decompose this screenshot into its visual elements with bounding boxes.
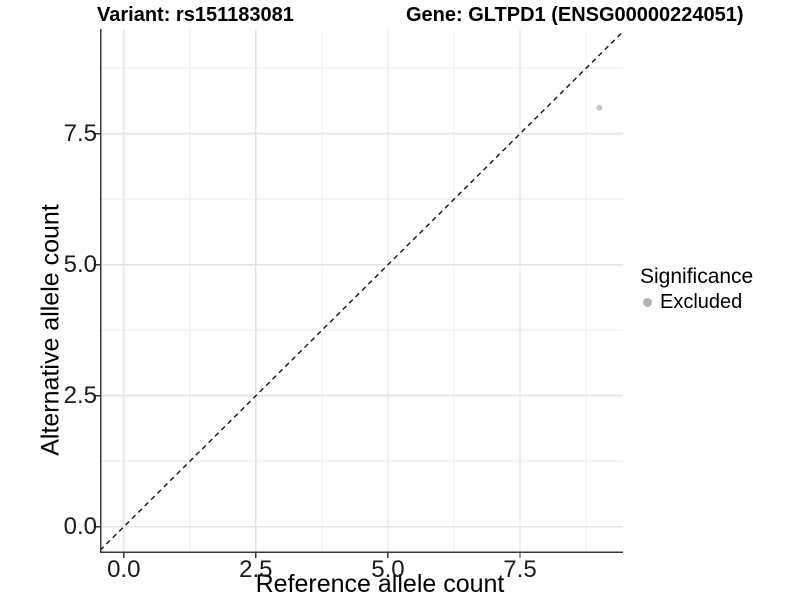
y-tick-label: 2.5 xyxy=(63,381,97,409)
y-tick-label: 0.0 xyxy=(63,512,97,540)
legend-item-excluded: Excluded xyxy=(640,290,753,314)
legend-title: Significance xyxy=(640,265,754,288)
x-tick-label: 7.5 xyxy=(503,556,537,583)
legend-marker-circle-icon xyxy=(643,297,652,307)
legend: Significance Excluded xyxy=(640,265,753,314)
y-tick-label: 5.0 xyxy=(63,250,97,278)
legend-item-label: Excluded xyxy=(660,291,743,313)
x-tick-label: 5.0 xyxy=(371,556,405,583)
identity-reference-line xyxy=(99,31,624,551)
plot-title-variant: Variant: rs151183081 xyxy=(97,4,294,26)
x-tick-label: 0.0 xyxy=(107,556,141,583)
x-axis-title: Reference allele count xyxy=(255,570,505,598)
y-tick-label: 7.5 xyxy=(63,119,97,147)
plot-title-gene: Gene: GLTPD1 (ENSG00000224051) xyxy=(406,4,744,26)
y-axis-title: Alternative allele count xyxy=(36,204,65,456)
plot-panel xyxy=(95,29,624,558)
x-tick-label: 2.5 xyxy=(239,556,273,583)
data-point xyxy=(596,104,603,111)
